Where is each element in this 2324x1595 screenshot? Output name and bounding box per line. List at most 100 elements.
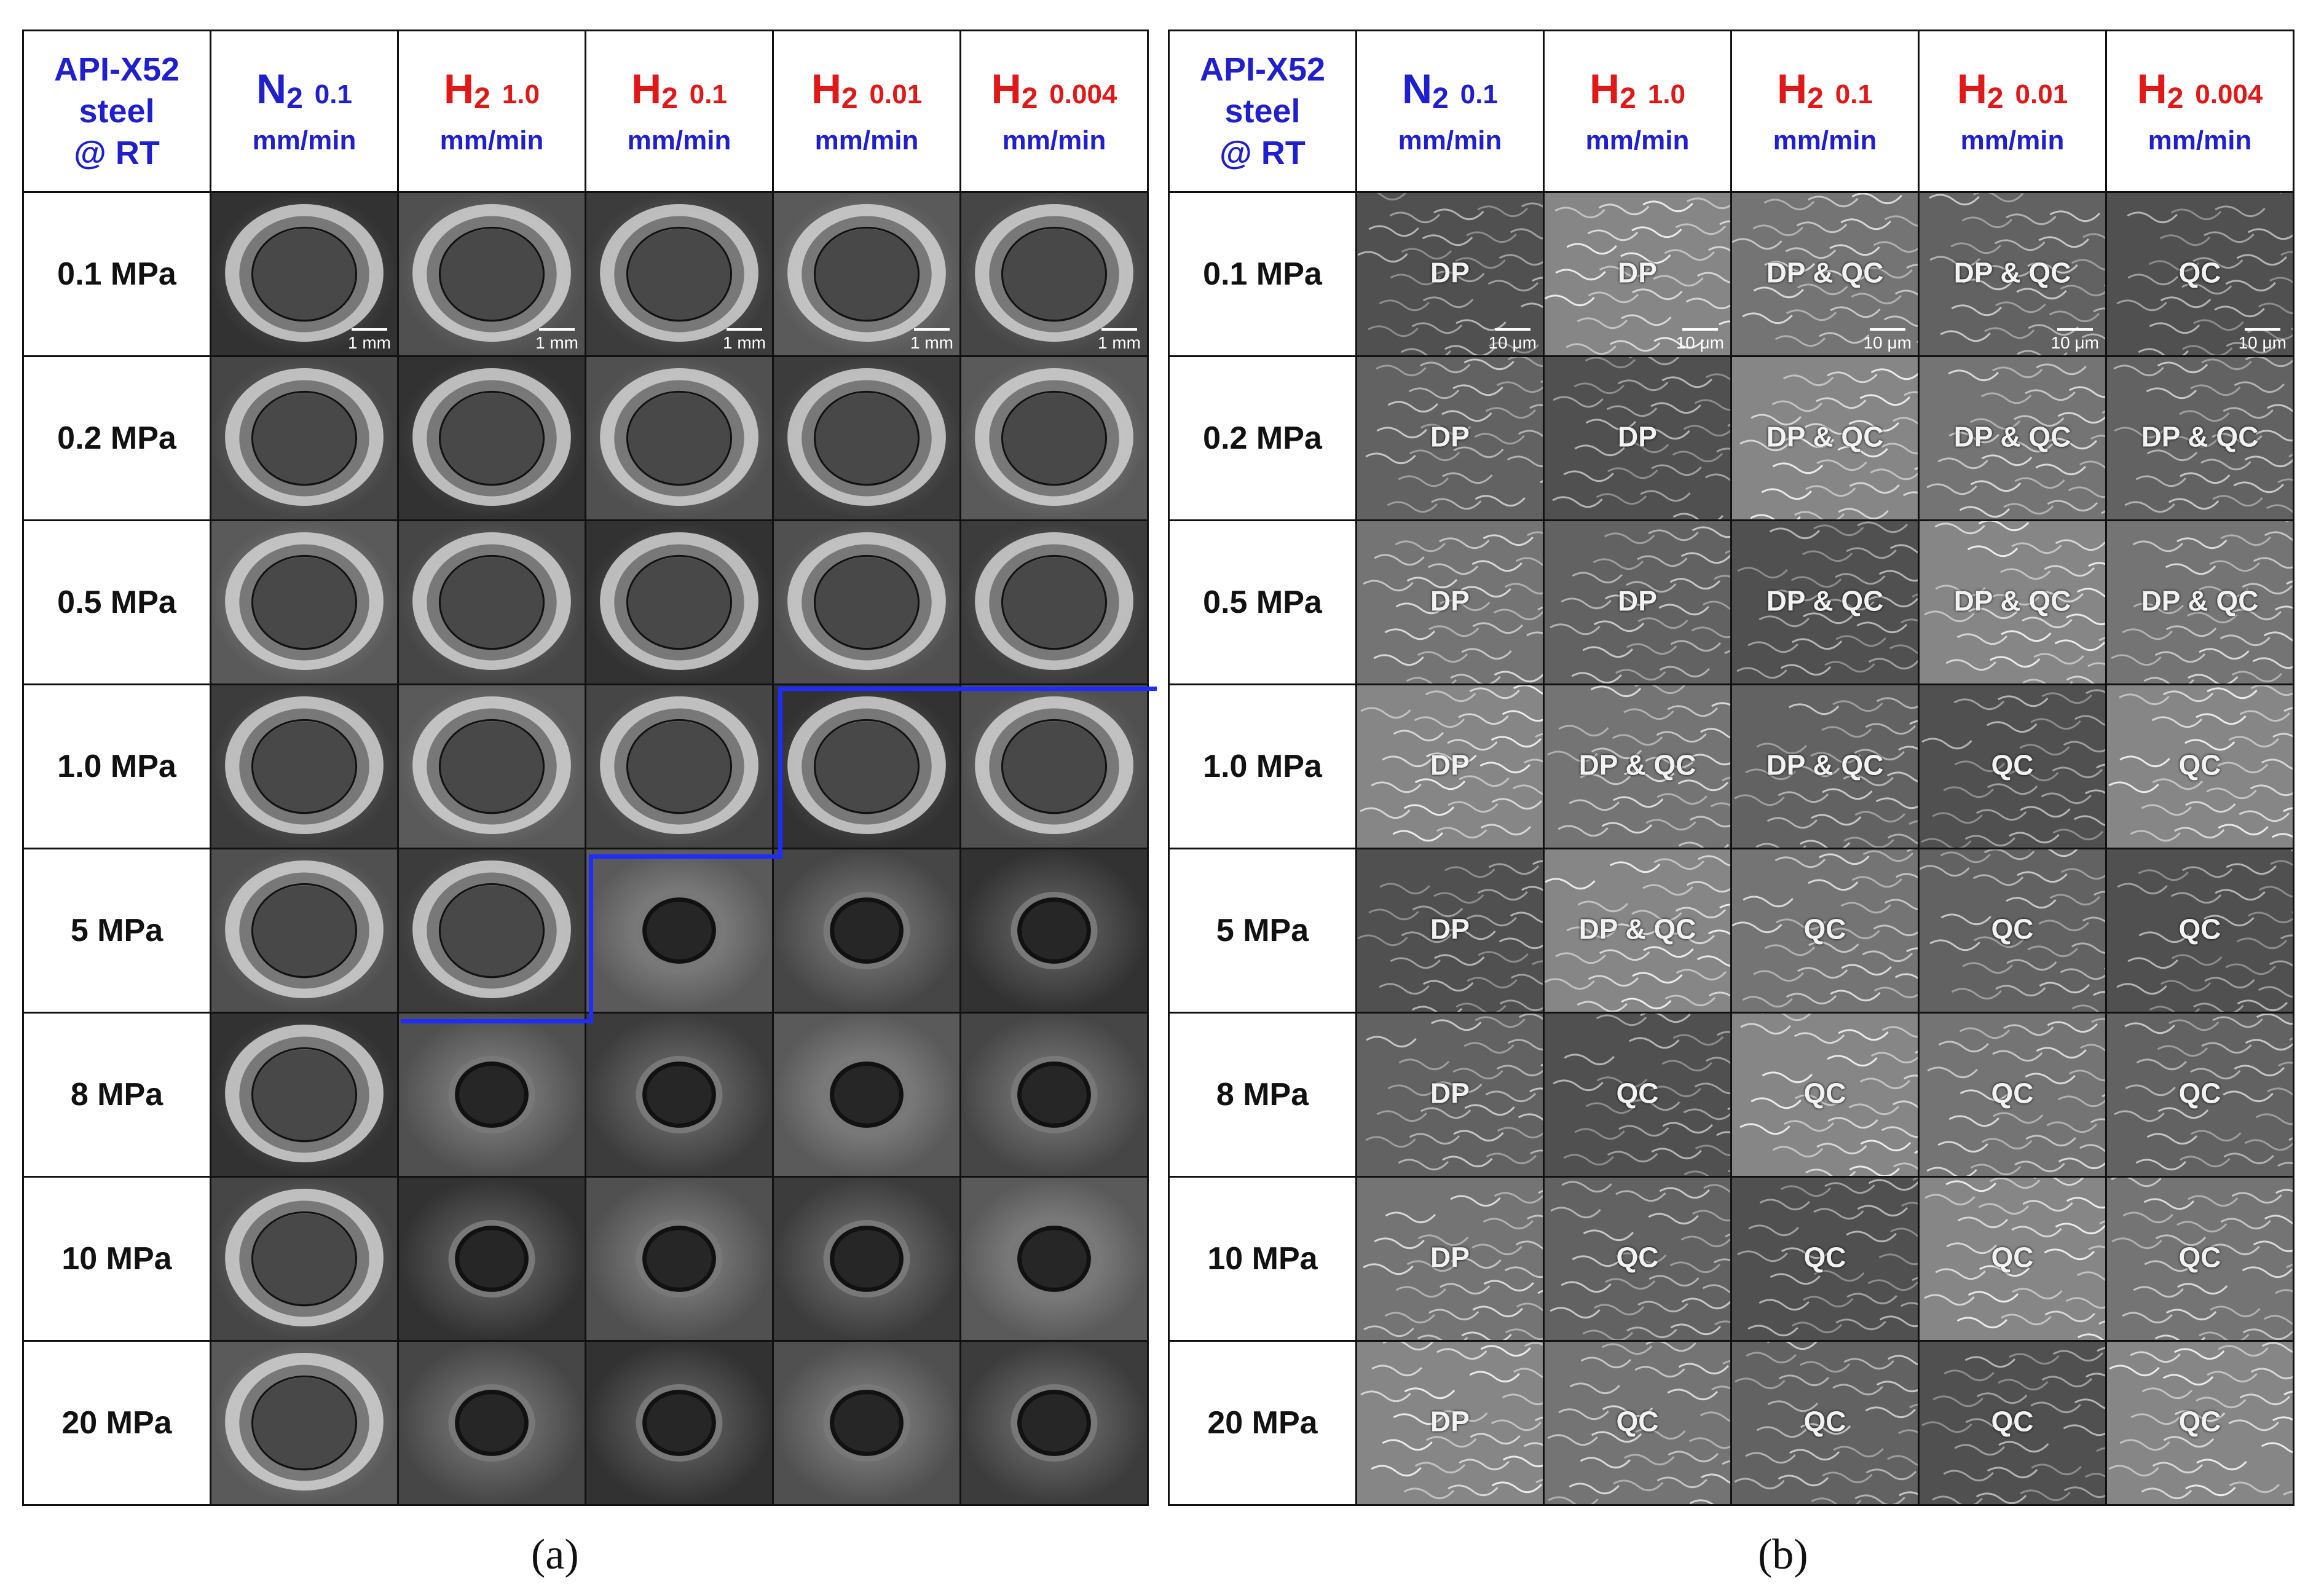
fracture-image: DP & QC — [1730, 683, 1920, 849]
fracture-mode-label: DP & QC — [1953, 256, 2071, 289]
fracture-image: DP — [1355, 848, 1545, 1014]
fracture-mode-label: DP & QC — [1766, 256, 1884, 289]
scale-bar: 10 μm — [2239, 328, 2287, 353]
column-header: H2 0.004 mm/min — [2105, 30, 2294, 193]
fracture-image: DP — [1355, 1012, 1545, 1178]
caption-b: (b) — [1758, 1531, 1808, 1578]
fracture-image: DP — [1543, 355, 1732, 521]
fracture-image: QC — [2105, 1340, 2294, 1506]
fracture-image: QC — [1918, 848, 2107, 1014]
column-header: H2 1.0 mm/min — [1543, 30, 1732, 193]
row-label: 8 MPa — [22, 1012, 211, 1178]
surface-image — [772, 683, 961, 849]
scale-bar: 1 mm — [348, 328, 391, 353]
panel-a-surface-images: API-X52 steel @ RT N2 0.1 mm/min H2 1.0 mm/min… — [22, 30, 1149, 1506]
surface-image — [210, 1340, 399, 1506]
column-header: N2 0.1 mm/min — [210, 30, 399, 193]
fracture-mode-label: DP — [1430, 913, 1470, 945]
row-label: 0.5 MPa — [22, 519, 211, 685]
fracture-mode-label: DP & QC — [1578, 913, 1696, 945]
surface-image — [772, 1340, 961, 1506]
scale-bar: 10 μm — [1489, 328, 1537, 353]
surface-image — [772, 519, 961, 685]
row-label: 20 MPa — [22, 1340, 211, 1506]
fracture-mode-label: QC — [1616, 1241, 1659, 1274]
fracture-image: QC — [1918, 683, 2107, 849]
fracture-image: DP — [1355, 683, 1545, 849]
surface-image — [585, 683, 774, 849]
fracture-mode-label: DP — [1430, 256, 1470, 289]
caption-a: (a) — [531, 1531, 579, 1578]
row-label: 10 MPa — [22, 1176, 211, 1342]
surface-image — [397, 1176, 586, 1342]
fracture-mode-label: DP — [1618, 585, 1657, 617]
fracture-mode-label: QC — [1991, 1077, 2034, 1109]
fracture-mode-label: DP — [1430, 585, 1470, 617]
fracture-mode-label: DP — [1618, 420, 1657, 453]
surface-image — [959, 683, 1149, 849]
fracture-image: DP & QC — [1543, 683, 1732, 849]
surface-image — [397, 1012, 586, 1178]
surface-image: 1 mm — [959, 191, 1149, 357]
fracture-image: QC — [2105, 848, 2294, 1014]
fracture-mode-label: DP & QC — [1953, 585, 2071, 617]
surface-image — [397, 683, 586, 849]
surface-image — [585, 848, 774, 1014]
fracture-mode-label: DP — [1430, 749, 1470, 781]
fracture-image: QC — [2105, 1176, 2294, 1342]
fracture-mode-label: DP & QC — [1766, 749, 1884, 781]
fracture-image: DP & QC — [1918, 519, 2107, 685]
row-label: 20 MPa — [1168, 1340, 1357, 1506]
column-header: H2 0.01 mm/min — [1918, 30, 2107, 193]
scale-bar: 10 μm — [1864, 328, 1912, 353]
surface-image — [585, 519, 774, 685]
fracture-mode-label: QC — [2178, 1405, 2221, 1438]
fracture-mode-label: DP & QC — [2141, 420, 2259, 453]
fracture-image: QC — [1918, 1340, 2107, 1506]
fracture-image: DP — [1355, 1340, 1545, 1506]
column-header: H2 0.004 mm/min — [959, 30, 1149, 193]
boundary-line — [401, 1019, 593, 1023]
fracture-mode-label: QC — [2178, 913, 2221, 945]
surface-image — [772, 355, 961, 521]
surface-image — [959, 519, 1149, 685]
row-label: 8 MPa — [1168, 1012, 1357, 1178]
fracture-mode-label: QC — [1991, 1241, 2034, 1274]
surface-image: 1 mm — [210, 191, 399, 357]
surface-image — [959, 1340, 1149, 1506]
fracture-mode-label: QC — [1803, 1077, 1846, 1109]
column-header: N2 0.1 mm/min — [1355, 30, 1545, 193]
surface-image: 1 mm — [772, 191, 961, 357]
fracture-mode-label: DP & QC — [1766, 420, 1884, 453]
surface-image — [210, 683, 399, 849]
scale-bar: 1 mm — [723, 328, 766, 353]
surface-image — [585, 1340, 774, 1506]
fracture-image: DP 10 μm — [1355, 191, 1545, 357]
surface-image — [959, 1012, 1149, 1178]
surface-image — [210, 1012, 399, 1178]
scale-bar: 1 mm — [535, 328, 578, 353]
corner-label: API-X52 steel @ RT — [1168, 30, 1357, 193]
fracture-mode-label: QC — [1991, 913, 2034, 945]
fracture-mode-label: QC — [2178, 256, 2221, 289]
surface-image: 1 mm — [585, 191, 774, 357]
row-label: 1.0 MPa — [1168, 683, 1357, 849]
boundary-line — [589, 854, 593, 1023]
fracture-mode-label: QC — [1991, 1405, 2034, 1438]
surface-image — [210, 848, 399, 1014]
fracture-image: QC — [1918, 1012, 2107, 1178]
surface-image — [959, 848, 1149, 1014]
fracture-image: DP & QC — [1730, 519, 1920, 685]
scale-bar: 10 μm — [1676, 328, 1724, 353]
fracture-mode-label: DP & QC — [1766, 585, 1884, 617]
panel-b-fracture-images: API-X52 steel @ RT N2 0.1 mm/min H2 1.0 mm/min… — [1168, 30, 2294, 1506]
fracture-image: QC — [1730, 1340, 1920, 1506]
fracture-image: DP & QC — [2105, 519, 2294, 685]
row-label: 1.0 MPa — [22, 683, 211, 849]
row-label: 10 MPa — [1168, 1176, 1357, 1342]
row-label: 5 MPa — [1168, 848, 1357, 1014]
row-label: 0.2 MPa — [22, 355, 211, 521]
row-label: 0.5 MPa — [1168, 519, 1357, 685]
surface-image — [585, 355, 774, 521]
surface-image — [772, 848, 961, 1014]
